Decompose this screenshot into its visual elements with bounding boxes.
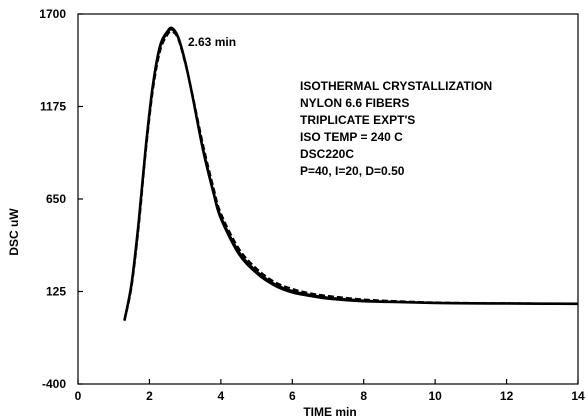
x-axis-label: TIME min: [303, 405, 356, 419]
note-line: DSC220C: [300, 147, 354, 161]
experiment-notes: ISOTHERMAL CRYSTALLIZATION NYLON 6.6 FIB…: [300, 79, 492, 178]
y-tick-label: 650: [46, 192, 66, 206]
x-tick-label: 10: [428, 389, 442, 403]
peak-time-annotation: 2.63 min: [188, 35, 236, 49]
x-tick-label: 6: [289, 389, 296, 403]
note-line: ISO TEMP = 240 C: [300, 130, 403, 144]
y-tick-label: 1700: [39, 7, 66, 21]
x-tick-label: 14: [571, 389, 585, 403]
y-axis-label: DSC uW: [7, 208, 21, 256]
series-layer: [123, 26, 579, 321]
y-tick-label: 1175: [40, 100, 66, 114]
note-line: P=40, I=20, D=0.50: [300, 164, 405, 178]
x-tick-label: 0: [75, 389, 82, 403]
note-line: NYLON 6.6 FIBERS: [300, 96, 409, 110]
y-tick-label: 125: [46, 285, 66, 299]
note-line: ISOTHERMAL CRYSTALLIZATION: [300, 79, 492, 93]
x-tick-label: 8: [360, 389, 367, 403]
x-tick-label: 4: [218, 389, 225, 403]
plot-frame: [77, 13, 579, 385]
series-line-3: [123, 28, 579, 321]
y-tick-label: -400: [42, 377, 66, 391]
plot-area: [77, 13, 579, 385]
x-tick-label: 2: [146, 389, 153, 403]
x-axis-ticks: 0 2 4 6 8 10 12 14: [75, 379, 585, 403]
x-tick-label: 12: [500, 389, 514, 403]
y-axis-ticks: -400 125 650 1175 1700: [39, 7, 83, 391]
note-line: TRIPLICATE EXPT'S: [300, 113, 415, 127]
